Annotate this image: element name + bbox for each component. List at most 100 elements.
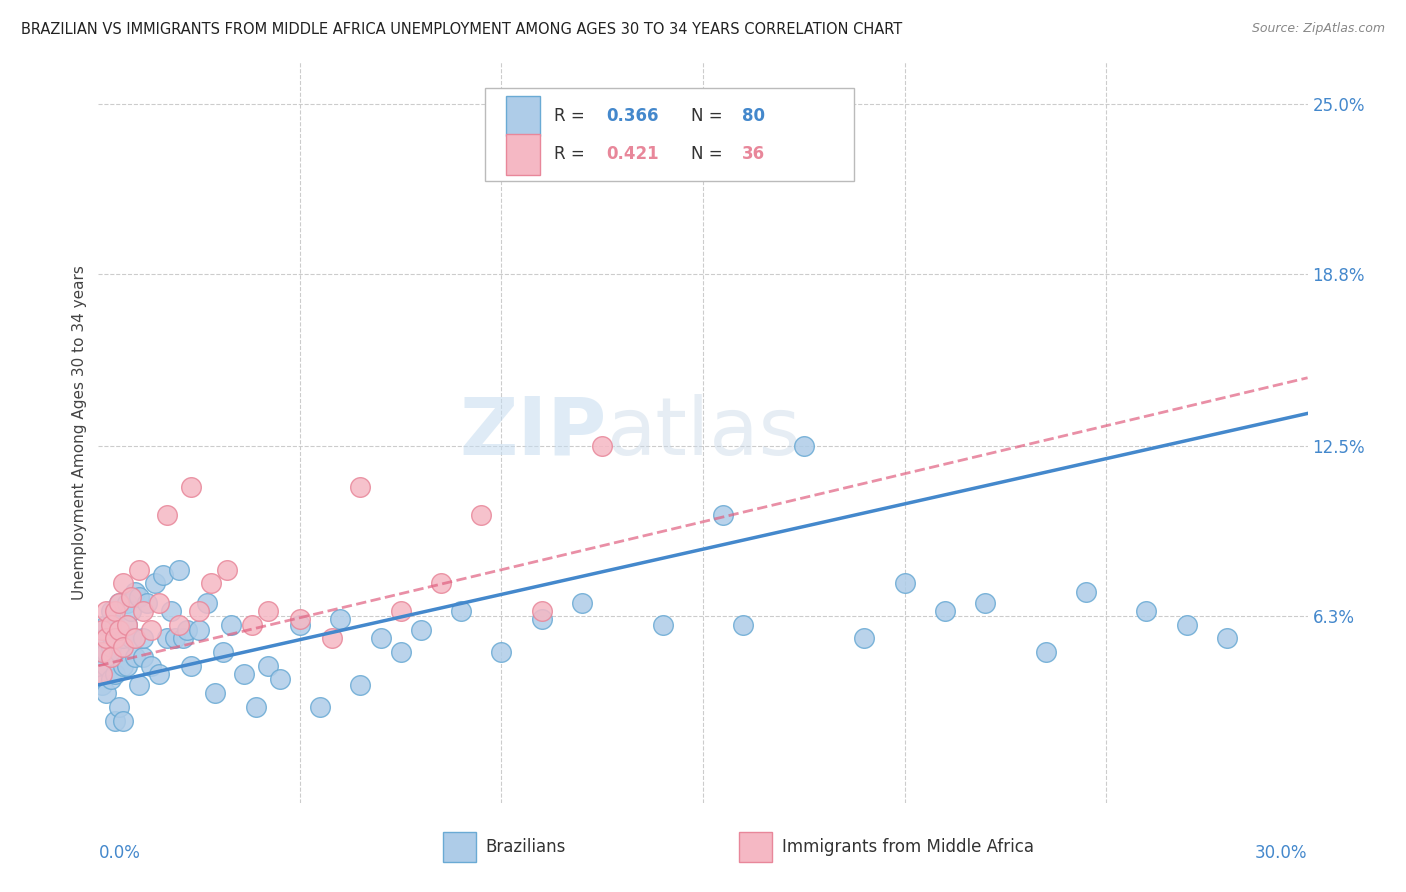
Point: [853, 632, 876, 646]
Point: [188, 604, 211, 618]
Text: ZIP: ZIP: [458, 393, 606, 472]
Text: R =: R =: [554, 107, 591, 125]
Point: [107, 623, 129, 637]
Point: [103, 604, 125, 618]
Point: [176, 623, 198, 637]
Point: [139, 623, 162, 637]
Point: [143, 576, 166, 591]
Point: [245, 699, 267, 714]
Point: [651, 617, 673, 632]
Bar: [740, 832, 772, 862]
Point: [180, 480, 202, 494]
Text: N =: N =: [690, 107, 728, 125]
Point: [96, 632, 118, 646]
Bar: [506, 134, 540, 175]
Point: [111, 632, 134, 646]
Point: [107, 645, 129, 659]
Point: [1074, 584, 1097, 599]
Point: [711, 508, 734, 522]
Point: [221, 617, 243, 632]
Point: [96, 645, 118, 659]
Point: [96, 686, 118, 700]
Point: [128, 563, 150, 577]
Point: [256, 658, 278, 673]
Point: [91, 667, 114, 681]
Point: [120, 604, 142, 618]
Point: [91, 645, 114, 659]
Point: [893, 576, 915, 591]
Point: [132, 650, 155, 665]
Point: [571, 596, 593, 610]
Point: [217, 563, 239, 577]
Point: [103, 632, 125, 646]
Text: R =: R =: [554, 145, 591, 163]
Point: [389, 645, 412, 659]
Point: [107, 699, 129, 714]
Text: atlas: atlas: [606, 393, 800, 472]
Y-axis label: Unemployment Among Ages 30 to 34 years: Unemployment Among Ages 30 to 34 years: [72, 265, 87, 600]
Point: [103, 714, 125, 728]
Point: [91, 667, 114, 681]
Point: [128, 678, 150, 692]
Point: [491, 645, 513, 659]
Point: [115, 617, 138, 632]
Point: [269, 673, 291, 687]
Point: [1175, 617, 1198, 632]
Point: [100, 617, 122, 632]
Point: [148, 596, 170, 610]
Point: [111, 658, 134, 673]
Point: [530, 612, 553, 626]
Point: [91, 645, 114, 659]
Point: [1035, 645, 1057, 659]
Text: BRAZILIAN VS IMMIGRANTS FROM MIDDLE AFRICA UNEMPLOYMENT AMONG AGES 30 TO 34 YEAR: BRAZILIAN VS IMMIGRANTS FROM MIDDLE AFRI…: [21, 22, 903, 37]
Point: [156, 632, 179, 646]
Point: [115, 658, 138, 673]
Point: [100, 640, 122, 654]
Point: [195, 596, 218, 610]
Text: 30.0%: 30.0%: [1256, 844, 1308, 862]
Point: [107, 596, 129, 610]
Point: [370, 632, 392, 646]
Text: 0.0%: 0.0%: [98, 844, 141, 862]
Point: [934, 604, 956, 618]
Point: [470, 508, 492, 522]
Point: [240, 617, 263, 632]
Bar: [506, 95, 540, 136]
Point: [1135, 604, 1157, 618]
Point: [96, 604, 118, 618]
Point: [288, 617, 311, 632]
Text: 0.421: 0.421: [606, 145, 659, 163]
Point: [135, 596, 157, 610]
Point: [321, 632, 343, 646]
Point: [232, 667, 254, 681]
Text: 36: 36: [742, 145, 765, 163]
Point: [132, 632, 155, 646]
Point: [120, 632, 142, 646]
Point: [430, 576, 453, 591]
Point: [974, 596, 997, 610]
Point: [450, 604, 472, 618]
Point: [100, 604, 122, 618]
Point: [172, 632, 194, 646]
Text: Source: ZipAtlas.com: Source: ZipAtlas.com: [1251, 22, 1385, 36]
Point: [103, 632, 125, 646]
Point: [409, 623, 432, 637]
Point: [96, 623, 118, 637]
FancyBboxPatch shape: [485, 88, 855, 181]
Point: [349, 678, 371, 692]
Point: [163, 632, 186, 646]
Point: [256, 604, 278, 618]
Point: [1216, 632, 1239, 646]
Point: [156, 508, 179, 522]
Point: [103, 617, 125, 632]
Point: [103, 667, 125, 681]
Point: [124, 632, 146, 646]
Point: [212, 645, 235, 659]
Point: [100, 650, 122, 665]
Point: [349, 480, 371, 494]
Point: [115, 596, 138, 610]
Point: [111, 640, 134, 654]
Bar: [443, 832, 475, 862]
Point: [111, 714, 134, 728]
Point: [329, 612, 352, 626]
